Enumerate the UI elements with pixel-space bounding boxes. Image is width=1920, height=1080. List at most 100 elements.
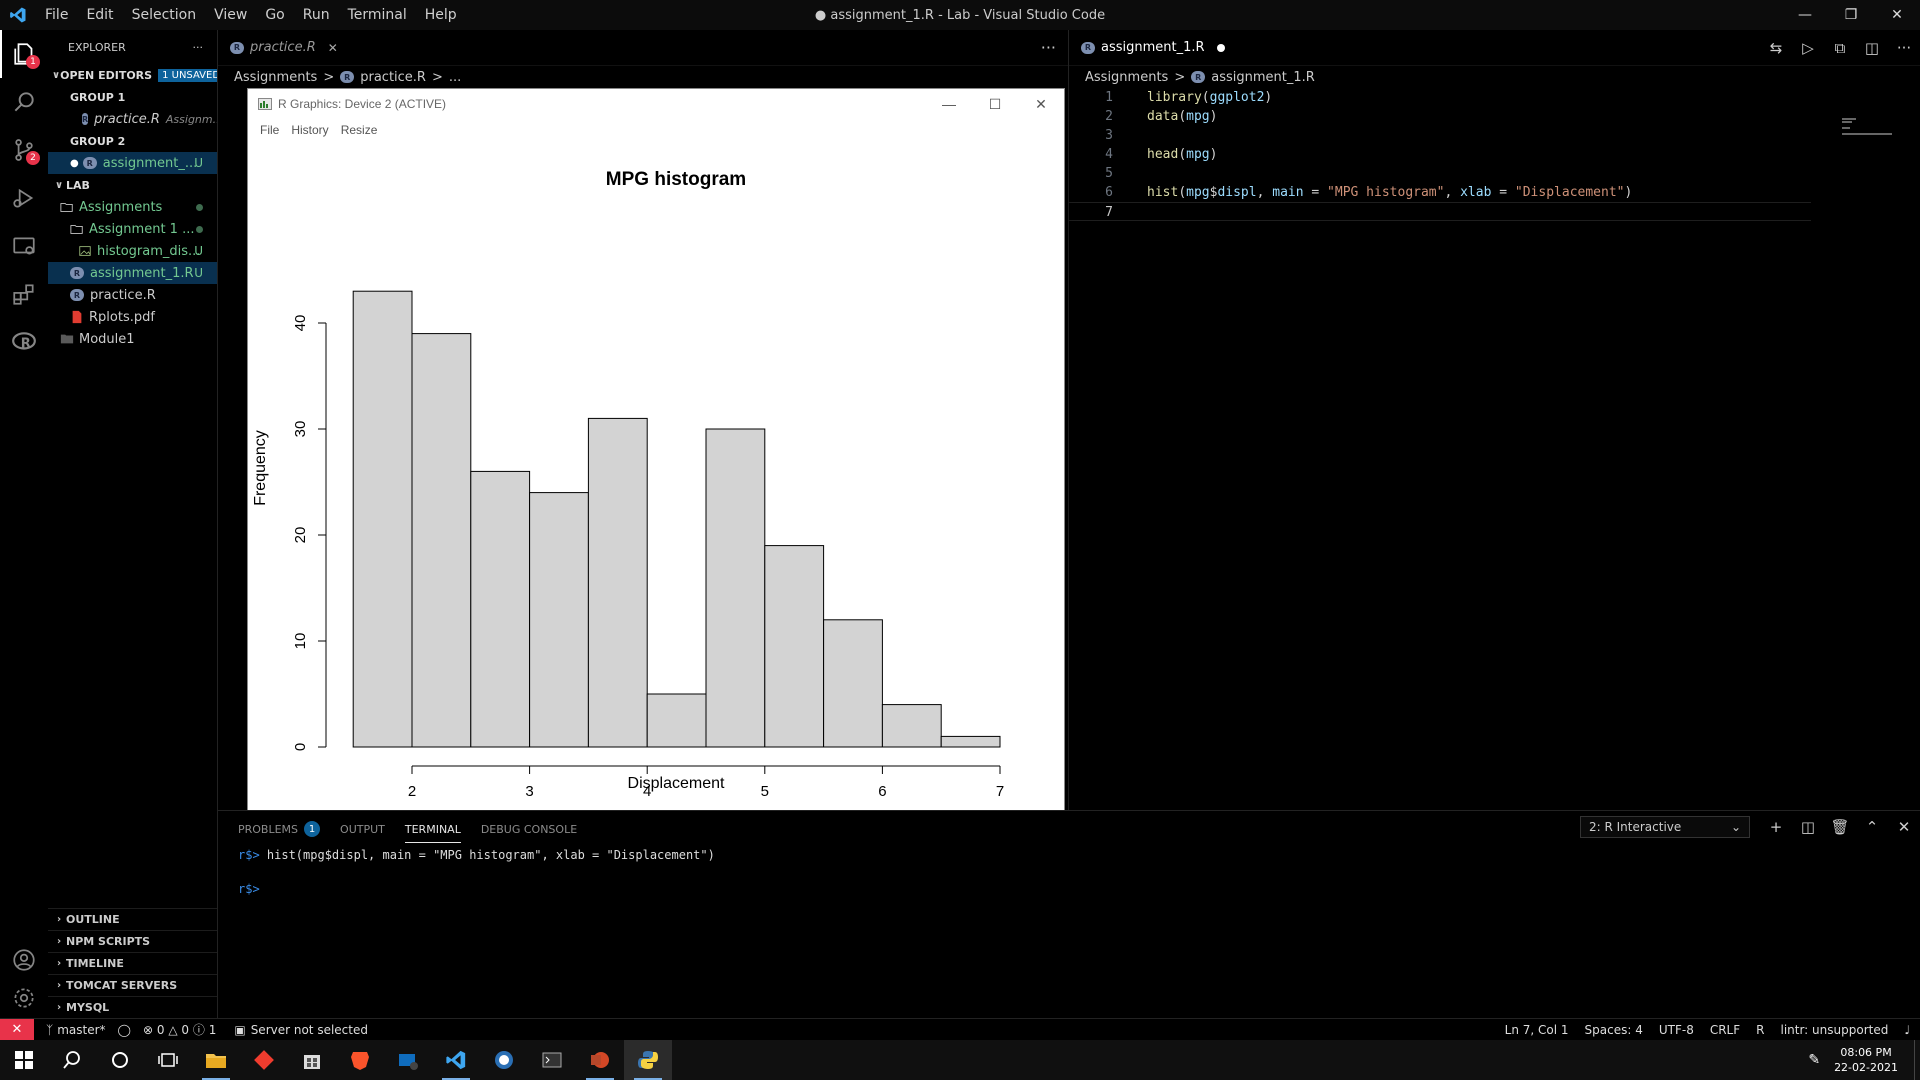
search-icon[interactable] xyxy=(0,78,48,126)
cortana-icon[interactable] xyxy=(96,1040,144,1080)
tab-debug-console[interactable]: DEBUG CONSOLE xyxy=(481,811,577,847)
code-line[interactable]: 2 data(mpg) xyxy=(1069,107,1920,126)
open-editors-section[interactable]: ∨ OPEN EDITORS 1 UNSAVED xyxy=(48,64,217,86)
extensions-icon[interactable] xyxy=(0,270,48,318)
menu-view[interactable]: View xyxy=(214,7,248,23)
terminal-select[interactable]: 2: R Interactive ⌄ xyxy=(1580,816,1750,838)
close-panel-icon[interactable]: ✕ xyxy=(1897,818,1911,836)
settings-gear-icon[interactable] xyxy=(0,974,48,1022)
pen-icon[interactable]: ✎ xyxy=(1808,1052,1821,1068)
tree-item-practice[interactable]: R practice.R xyxy=(48,284,217,306)
minimize-icon[interactable]: — xyxy=(942,96,956,112)
close-icon[interactable]: ✕ xyxy=(327,40,338,55)
code-line[interactable]: 4 head(mpg) xyxy=(1069,145,1920,164)
more-actions-icon[interactable]: ··· xyxy=(1896,39,1912,57)
r-menu-file[interactable]: File xyxy=(260,123,280,137)
breadcrumb-item[interactable]: Assignments xyxy=(234,69,318,85)
problems-summary[interactable]: ⊗ 0 △ 0 ⓘ 1 xyxy=(143,1021,216,1038)
code-line[interactable]: 3 xyxy=(1069,126,1920,145)
menu-edit[interactable]: Edit xyxy=(86,7,114,23)
new-terminal-icon[interactable]: + xyxy=(1769,818,1783,836)
server-status[interactable]: ▣ Server not selected xyxy=(234,1023,368,1037)
open-editor-practice[interactable]: R practice.R Assignm... xyxy=(48,108,217,130)
restore-icon[interactable]: ❐ xyxy=(1844,7,1858,23)
tab-output[interactable]: OUTPUT xyxy=(340,811,385,847)
timeline-section[interactable]: › TIMELINE xyxy=(48,952,217,974)
encoding[interactable]: UTF-8 xyxy=(1658,1023,1694,1037)
code-editor[interactable]: 1 library(ggplot2) 2 data(mpg) 3 4 head(mpg) 5 6… xyxy=(1069,88,1920,221)
lintr-status[interactable]: lintr: unsupported xyxy=(1780,1023,1889,1037)
breadcrumb-item[interactable]: Assignments xyxy=(1085,69,1169,85)
breadcrumb-item[interactable]: assignment_1.R xyxy=(1211,69,1315,85)
minimize-icon[interactable]: — xyxy=(1798,7,1812,23)
code-line[interactable]: 7 xyxy=(1069,202,1811,221)
r-icon[interactable]: R xyxy=(0,318,48,366)
split-editor-icon[interactable]: ◫ xyxy=(1864,39,1880,57)
r-menu-resize[interactable]: Resize xyxy=(340,123,378,137)
lab-section[interactable]: ∨ LAB xyxy=(48,174,217,196)
more-actions-icon[interactable]: ··· xyxy=(1040,38,1056,57)
run-debug-icon[interactable] xyxy=(0,174,48,222)
r-app-icon[interactable] xyxy=(480,1040,528,1080)
tree-item-assignments[interactable]: Assignments xyxy=(48,196,217,218)
git-app-icon[interactable] xyxy=(240,1040,288,1080)
breadcrumb-item[interactable]: ... xyxy=(448,69,462,85)
remote-indicator-icon[interactable]: ✕ xyxy=(0,1018,34,1041)
account-icon[interactable] xyxy=(0,936,48,984)
close-icon[interactable]: ✕ xyxy=(1035,95,1047,112)
tree-item-assignment-r[interactable]: R assignment_1.R U xyxy=(48,262,217,284)
minimap[interactable] xyxy=(1842,118,1902,135)
compare-changes-icon[interactable]: ⇆ xyxy=(1769,39,1783,57)
remote-explorer-icon[interactable] xyxy=(0,222,48,270)
outline-section[interactable]: › OUTLINE xyxy=(48,908,217,930)
bell-icon[interactable]: ♩ xyxy=(1904,1023,1910,1037)
cursor-position[interactable]: Ln 7, Col 1 xyxy=(1504,1023,1569,1037)
store-icon[interactable] xyxy=(288,1040,336,1080)
open-preview-icon[interactable]: ⧉ xyxy=(1834,39,1846,57)
file-explorer-icon[interactable] xyxy=(192,1040,240,1080)
python-icon[interactable] xyxy=(624,1040,672,1080)
close-icon[interactable]: ✕ xyxy=(1891,7,1903,23)
run-icon[interactable]: ▷ xyxy=(1802,39,1814,57)
code-line[interactable]: 1 library(ggplot2) xyxy=(1069,88,1920,107)
tab-terminal[interactable]: TERMINAL xyxy=(404,811,461,847)
show-desktop-button[interactable] xyxy=(1914,1040,1920,1080)
menu-run[interactable]: Run xyxy=(302,7,330,23)
maximize-icon[interactable]: ☐ xyxy=(988,95,1002,112)
language-mode[interactable]: R xyxy=(1756,1023,1765,1037)
unsaved-dot-icon[interactable] xyxy=(1216,43,1225,52)
maximize-panel-icon[interactable]: ⌃ xyxy=(1865,818,1879,836)
trash-icon[interactable]: 🗑 xyxy=(1830,818,1850,836)
indentation[interactable]: Spaces: 4 xyxy=(1584,1023,1643,1037)
terminal-output[interactable]: r$> hist(mpg$displ, main = "MPG histogra… xyxy=(218,847,1920,898)
tab-problems[interactable]: PROBLEMS 1 xyxy=(238,811,321,847)
tree-item-assignment1[interactable]: Assignment 1 ... xyxy=(48,218,217,240)
powerpoint-icon[interactable] xyxy=(576,1040,624,1080)
mail-icon[interactable] xyxy=(384,1040,432,1080)
end-of-line[interactable]: CRLF xyxy=(1709,1023,1741,1037)
tree-item-rplots[interactable]: Rplots.pdf xyxy=(48,306,217,328)
menu-go[interactable]: Go xyxy=(265,7,285,23)
vscode-icon[interactable] xyxy=(432,1040,480,1080)
git-branch[interactable]: ᛉ master* xyxy=(46,1023,106,1037)
split-terminal-icon[interactable]: ◫ xyxy=(1800,818,1816,836)
tab-practice[interactable]: R practice.R ✕ xyxy=(218,30,350,66)
tomcat-section[interactable]: › TOMCAT SERVERS xyxy=(48,974,217,996)
task-view-icon[interactable] xyxy=(144,1040,192,1080)
clock[interactable]: 08:06 PM 22-02-2021 xyxy=(1834,1045,1898,1075)
code-line[interactable]: 5 xyxy=(1069,164,1920,183)
breadcrumb-item[interactable]: practice.R xyxy=(360,69,426,85)
explorer-icon[interactable]: 1 xyxy=(0,30,48,78)
windows-start-icon[interactable] xyxy=(0,1040,48,1080)
open-editor-assignment[interactable]: ● R assignment_... U xyxy=(48,152,217,174)
r-menu-history[interactable]: History xyxy=(291,123,329,137)
mysql-section[interactable]: › MYSQL xyxy=(48,996,217,1018)
brave-icon[interactable] xyxy=(336,1040,384,1080)
tree-item-histogram[interactable]: histogram_dis... U xyxy=(48,240,217,262)
code-line[interactable]: 6 hist(mpg$displ, main = "MPG histogram",… xyxy=(1069,183,1920,202)
menu-file[interactable]: File xyxy=(45,7,69,23)
r-graphics-window[interactable]: R Graphics: Device 2 (ACTIVE) — ☐ ✕ File… xyxy=(247,88,1065,811)
source-control-icon[interactable]: 2 xyxy=(0,126,48,174)
terminal-icon[interactable] xyxy=(528,1040,576,1080)
menu-terminal[interactable]: Terminal xyxy=(347,7,407,23)
